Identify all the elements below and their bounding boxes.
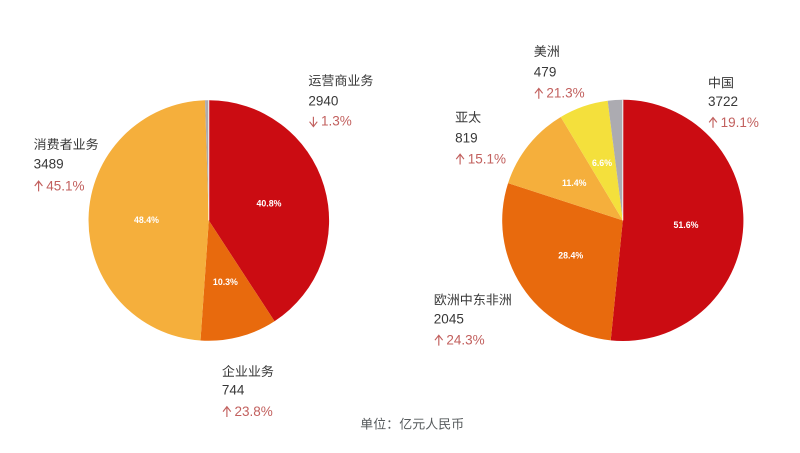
svg-text:23.8%: 23.8% bbox=[235, 404, 273, 419]
svg-text:48.4%: 48.4% bbox=[134, 215, 159, 225]
svg-text:24.3%: 24.3% bbox=[446, 333, 484, 348]
svg-text:1.3%: 1.3% bbox=[321, 114, 352, 129]
svg-text:51.6%: 51.6% bbox=[674, 220, 699, 230]
svg-text:3489: 3489 bbox=[34, 156, 64, 171]
svg-text:2940: 2940 bbox=[308, 93, 338, 108]
svg-text:819: 819 bbox=[455, 131, 478, 146]
svg-text:744: 744 bbox=[222, 382, 245, 397]
svg-text:3722: 3722 bbox=[708, 94, 738, 109]
svg-text:21.3%: 21.3% bbox=[546, 86, 584, 101]
svg-text:6.6%: 6.6% bbox=[592, 158, 612, 168]
svg-text:28.4%: 28.4% bbox=[558, 251, 583, 261]
svg-text:15.1%: 15.1% bbox=[468, 152, 506, 167]
svg-text:479: 479 bbox=[534, 65, 557, 80]
svg-text:11.4%: 11.4% bbox=[562, 178, 587, 188]
svg-text:45.1%: 45.1% bbox=[46, 178, 84, 193]
svg-text:10.3%: 10.3% bbox=[213, 277, 238, 287]
svg-text:40.8%: 40.8% bbox=[257, 199, 282, 209]
svg-text:2045: 2045 bbox=[434, 311, 464, 326]
svg-text:19.1%: 19.1% bbox=[721, 115, 759, 130]
